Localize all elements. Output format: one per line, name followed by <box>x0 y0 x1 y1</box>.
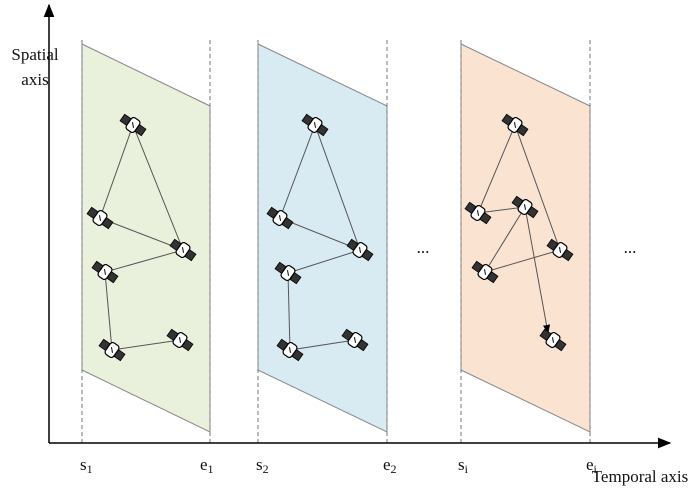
axis-label: Temporal axis <box>592 467 689 486</box>
time-mark: ei <box>586 455 598 476</box>
ellipsis: ... <box>624 238 637 257</box>
time-mark: e1 <box>200 455 214 476</box>
time-mark: s2 <box>256 455 269 476</box>
time-slot-panel <box>460 43 591 433</box>
axis-label: Spatial <box>11 45 58 64</box>
time-mark-sub: 2 <box>391 462 397 476</box>
time-mark-sub: i <box>465 462 469 476</box>
time-mark: si <box>458 455 469 476</box>
time-slot-panel <box>81 43 211 433</box>
time-mark-base: s <box>256 455 263 474</box>
ellipsis: ... <box>417 238 430 257</box>
time-mark: e2 <box>383 455 397 476</box>
time-mark-sub: 1 <box>208 462 214 476</box>
time-mark-sub: 1 <box>87 462 93 476</box>
axis-label: axis <box>21 70 48 89</box>
time-marks: s1 e1 s2 e2 si ei <box>80 455 598 476</box>
time-mark-base: s <box>80 455 87 474</box>
time-mark-base: e <box>586 455 594 474</box>
time-mark-base: e <box>383 455 391 474</box>
time-slot-panel <box>257 43 388 433</box>
time-mark-sub: i <box>594 462 598 476</box>
time-mark-sub: 2 <box>263 462 269 476</box>
time-mark-base: e <box>200 455 208 474</box>
time-mark-base: s <box>458 455 465 474</box>
time-mark: s1 <box>80 455 93 476</box>
